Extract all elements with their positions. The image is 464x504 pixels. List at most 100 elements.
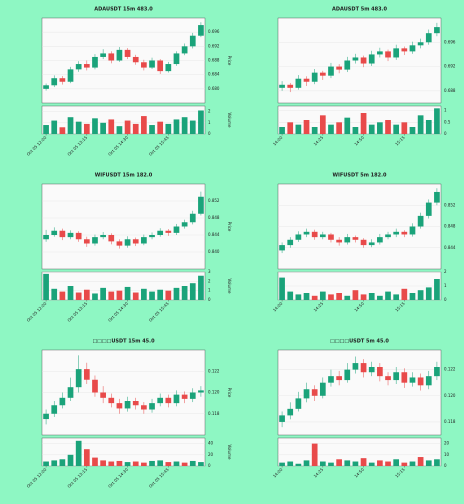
y-tick-label: 0.848	[444, 224, 456, 229]
price-panel	[41, 183, 206, 270]
volume-bar	[181, 286, 188, 300]
volume-bar	[368, 462, 375, 466]
volume-bar	[401, 122, 408, 134]
y-tick-label: 0.688	[208, 58, 220, 63]
candle-body	[75, 64, 82, 70]
candle-body	[311, 389, 318, 396]
volume-bar	[336, 293, 342, 300]
volume-bar	[344, 117, 351, 134]
chart-title: □□□□USDT 15m 45.0	[92, 339, 155, 345]
candle-body	[295, 234, 302, 240]
x-tick-label: 15:15	[394, 467, 406, 479]
volume-bar	[352, 461, 359, 466]
volume-bar	[409, 461, 416, 466]
volume-bar	[328, 294, 334, 300]
candle-body	[401, 48, 408, 52]
volume-bar	[434, 108, 440, 134]
volume-bar	[141, 288, 147, 300]
volume-bar	[108, 461, 115, 466]
y2-tick-label: 1	[444, 108, 447, 113]
candle-body	[328, 234, 334, 240]
y-tick-label: 0.122	[444, 367, 456, 372]
y-tick-label: 0.680	[208, 86, 220, 91]
volume-bar	[141, 116, 147, 134]
volume-bar	[385, 461, 391, 466]
y-axis-label: Price	[227, 56, 232, 66]
volume-bar	[287, 461, 294, 466]
volume-bar	[198, 275, 204, 300]
y-tick-label: 0.844	[208, 232, 220, 237]
x-tick-label: Oct 05 15:45	[148, 301, 170, 323]
volume-bar	[43, 461, 49, 466]
volume-bar	[303, 120, 310, 134]
volume-bar	[417, 457, 424, 466]
candle-body	[377, 51, 383, 55]
y2-tick-label: 0	[208, 297, 211, 302]
candle-body	[344, 237, 351, 243]
volume-bar	[43, 273, 49, 300]
candle-body	[287, 84, 294, 88]
candle-body	[92, 379, 98, 393]
volume-bar	[425, 120, 432, 134]
y-tick-label: 0.844	[444, 245, 456, 250]
x-tick-label: 15:15	[394, 135, 406, 147]
x-tick-label: 14:25	[313, 301, 325, 313]
volume-bar	[377, 295, 383, 300]
price-panel	[277, 349, 442, 436]
candle-body	[124, 401, 131, 409]
candle-body	[157, 60, 164, 72]
candle-body	[352, 57, 359, 61]
y2-axis-label: Volume	[227, 113, 232, 128]
y2-tick-label: 0	[444, 297, 447, 302]
y-tick-label: 0.696	[444, 39, 456, 44]
volume-bar	[75, 121, 82, 134]
volume-bar	[434, 459, 440, 466]
volume-bar	[319, 291, 326, 300]
candle-body	[100, 53, 106, 57]
candle-body	[279, 415, 285, 422]
y2-tick-label: 0	[208, 463, 211, 468]
candle-body	[173, 394, 180, 404]
y-tick-label: 0.122	[208, 368, 220, 373]
x-tick-label: Oct 05 13:15	[66, 135, 88, 157]
volume-bar	[132, 123, 139, 134]
candle-body	[393, 48, 400, 58]
volume-bar	[311, 443, 318, 466]
candle-body	[43, 413, 49, 420]
volume-bar	[303, 460, 310, 466]
candle-body	[116, 49, 123, 61]
candle-body	[198, 390, 204, 393]
candle-body	[141, 62, 147, 68]
candle-body	[434, 27, 440, 34]
candle-body	[303, 389, 310, 399]
candle-body	[377, 237, 383, 243]
volume-bar	[352, 290, 359, 300]
candle-body	[83, 64, 90, 68]
candle-body	[352, 237, 359, 240]
candle-body	[287, 408, 294, 416]
candle-body	[173, 53, 180, 65]
volume-bar	[75, 292, 82, 300]
x-tick-label: 14:00	[272, 135, 284, 147]
y-tick-label: 0.848	[208, 215, 220, 220]
volume-bar	[59, 127, 66, 134]
candle-body	[368, 367, 375, 373]
volume-bar	[100, 122, 106, 134]
volume-bar	[59, 459, 66, 466]
candle-body	[75, 232, 82, 240]
volume-bar	[328, 124, 334, 134]
candle-body	[173, 226, 180, 233]
volume-bar	[67, 286, 74, 300]
candle-body	[67, 232, 74, 238]
y2-tick-label: 2	[208, 278, 211, 283]
x-tick-label: 14:50	[353, 301, 365, 313]
y2-tick-label: 20	[208, 452, 214, 457]
volume-bar	[51, 288, 58, 300]
volume-panel	[41, 105, 206, 135]
candle-body	[165, 230, 172, 233]
y2-tick-label: 0.5	[444, 119, 451, 124]
candle-body	[409, 45, 416, 52]
candle-body	[132, 239, 139, 244]
volume-bar	[311, 127, 318, 134]
